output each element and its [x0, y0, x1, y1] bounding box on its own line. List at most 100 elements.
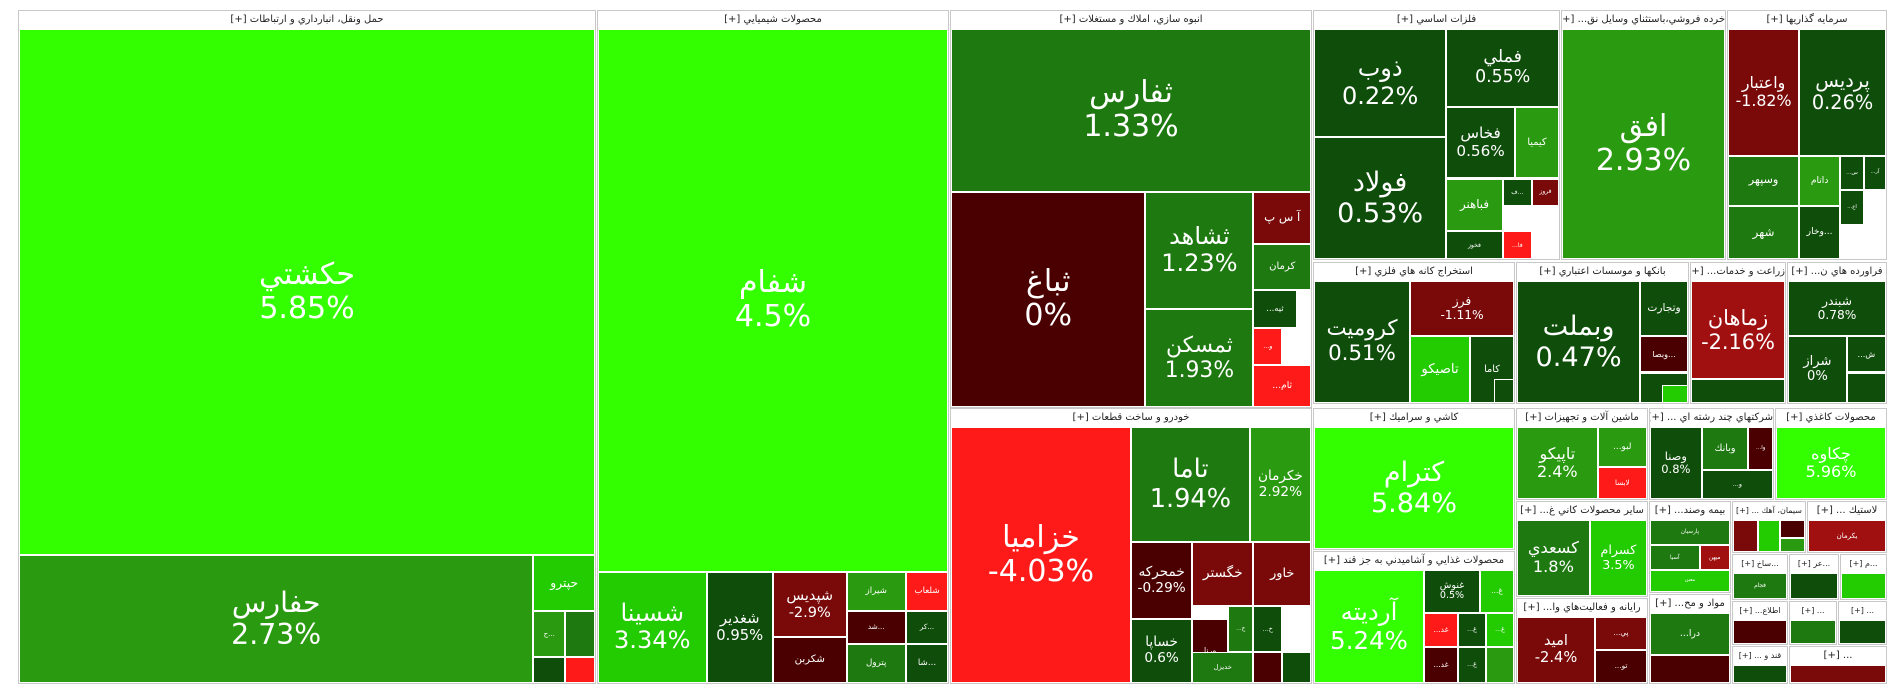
stock-tile[interactable]: [565, 656, 595, 683]
sector-header[interactable]: حمل ونقل، انبارداري و ارتباطات [+]: [19, 11, 595, 29]
sector-header[interactable]: ...م [+]: [1841, 555, 1886, 573]
stock-tile[interactable]: چكاوه 5.96%: [1776, 427, 1886, 499]
stock-tile[interactable]: [565, 611, 595, 657]
stock-tile[interactable]: وصنا 0.8%: [1650, 427, 1702, 499]
sector-header[interactable]: ...عر [+]: [1790, 555, 1838, 573]
stock-tile[interactable]: ثشاهد 1.23%: [1145, 191, 1254, 309]
stock-tile[interactable]: ...غ: [1480, 570, 1514, 613]
stock-tile[interactable]: شلعاب: [906, 571, 948, 612]
stock-tile[interactable]: پترول: [846, 643, 906, 683]
sector-header[interactable]: سيمان، آهك ... [+]: [1733, 502, 1805, 520]
sector-header[interactable]: ...ساخ [+]: [1733, 555, 1787, 573]
stock-tile[interactable]: شراز 0%: [1788, 335, 1847, 403]
sector-header[interactable]: خرده فروشي،باستثناي وسايل نق... [+]: [1562, 11, 1725, 29]
stock-tile[interactable]: ...آر: [1863, 155, 1886, 190]
stock-tile[interactable]: كسعدي 1.8%: [1517, 520, 1590, 596]
stock-tile[interactable]: غنوش 0.5%: [1424, 570, 1480, 613]
stock-tile[interactable]: وخار...: [1799, 206, 1841, 259]
stock-tile[interactable]: وتجارت: [1640, 281, 1688, 336]
stock-tile[interactable]: فخوز: [1446, 231, 1503, 259]
sector-header[interactable]: خودرو و ساخت قطعات [+]: [951, 409, 1311, 427]
stock-tile[interactable]: ...ثيه: [1253, 289, 1297, 328]
stock-tile[interactable]: كرمان: [1253, 244, 1311, 290]
stock-tile[interactable]: [1494, 378, 1514, 403]
stock-tile[interactable]: كاما: [1470, 335, 1514, 403]
sector-header[interactable]: فراورده هاي ن... [+]: [1788, 263, 1886, 281]
sector-header[interactable]: مواد و مح... [+]: [1650, 595, 1730, 613]
sector-header[interactable]: فلزات اساسي [+]: [1314, 11, 1559, 29]
stock-tile[interactable]: تاصيكو: [1410, 335, 1470, 403]
stock-tile[interactable]: افق 2.93%: [1562, 29, 1725, 259]
stock-tile[interactable]: ...لبو: [1597, 427, 1647, 467]
stock-tile[interactable]: ف...: [1502, 178, 1533, 207]
stock-tile[interactable]: ميهن: [1699, 545, 1730, 571]
sector-header[interactable]: استخراج كانه هاي فلزي [+]: [1314, 263, 1514, 281]
stock-tile[interactable]: آ س پ: [1253, 191, 1311, 245]
stock-tile[interactable]: [1790, 620, 1836, 644]
stock-tile[interactable]: ...غ: [1458, 612, 1486, 647]
stock-tile[interactable]: [1841, 573, 1886, 599]
stock-tile[interactable]: ...و: [1253, 327, 1283, 366]
stock-tile[interactable]: كترام 5.84%: [1314, 427, 1514, 549]
stock-tile[interactable]: ...وا: [1748, 427, 1773, 471]
stock-tile[interactable]: داتام: [1799, 155, 1841, 207]
stock-tile[interactable]: شد...: [846, 611, 906, 644]
sector-header[interactable]: ماشين آلات و تجهيزات [+]: [1517, 409, 1647, 427]
stock-tile[interactable]: شپديس -2.9%: [773, 571, 847, 638]
stock-tile[interactable]: حكشتي 5.85%: [19, 29, 595, 556]
sector-header[interactable]: رايانه و فعاليت‌هاي وا... [+]: [1517, 599, 1647, 617]
stock-tile[interactable]: [1758, 520, 1780, 552]
stock-tile[interactable]: فرز -1.11%: [1410, 281, 1514, 336]
stock-tile[interactable]: پارسيان: [1650, 520, 1730, 546]
stock-tile[interactable]: كروميت 0.51%: [1314, 281, 1410, 403]
sector-header[interactable]: لاستيك ... [+]: [1808, 502, 1886, 520]
sector-header[interactable]: انبوه سازي، املاك و مستغلات [+]: [951, 11, 1311, 29]
sector-header[interactable]: اطلاع... [+]: [1733, 602, 1787, 620]
stock-tile[interactable]: [1839, 620, 1886, 644]
stock-tile[interactable]: فجام: [1733, 573, 1787, 599]
sector-header[interactable]: شركتهاي چند رشته اي ... [+]: [1650, 409, 1773, 427]
stock-tile[interactable]: ...غد: [1424, 646, 1458, 683]
stock-tile[interactable]: [1790, 573, 1838, 599]
stock-tile[interactable]: ...درا: [1650, 613, 1730, 655]
stock-tile[interactable]: [1691, 378, 1785, 403]
stock-tile[interactable]: [1790, 665, 1886, 683]
stock-tile[interactable]: [1779, 520, 1805, 538]
stock-tile[interactable]: فولاد 0.53%: [1314, 137, 1447, 259]
stock-tile[interactable]: ...غ: [1458, 646, 1486, 683]
stock-tile[interactable]: ذوب 0.22%: [1314, 29, 1447, 138]
sector-header[interactable]: زراعت و خدمات... [+]: [1691, 263, 1785, 281]
sector-header[interactable]: سرمايه گذاريها [+]: [1728, 11, 1886, 29]
stock-tile[interactable]: كيميا: [1514, 107, 1559, 179]
stock-tile[interactable]: وسپهر: [1728, 155, 1800, 207]
stock-tile[interactable]: [1846, 372, 1886, 403]
stock-tile[interactable]: [533, 656, 566, 683]
stock-tile[interactable]: خزاميا -4.03%: [951, 427, 1131, 683]
stock-tile[interactable]: خگستر: [1192, 542, 1254, 607]
stock-tile[interactable]: شهر: [1728, 206, 1800, 259]
stock-tile[interactable]: [1733, 620, 1787, 644]
stock-tile[interactable]: ...خ: [1228, 606, 1254, 653]
stock-tile[interactable]: ...فا: [1502, 231, 1533, 259]
sector-header[interactable]: ... [+]: [1839, 602, 1886, 620]
stock-tile[interactable]: لابسا: [1597, 466, 1647, 499]
stock-tile[interactable]: واعتبار -1.82%: [1728, 29, 1800, 156]
stock-tile[interactable]: [1733, 665, 1787, 683]
stock-tile[interactable]: فروز: [1532, 178, 1559, 207]
stock-tile[interactable]: خساپا 0.6%: [1131, 619, 1193, 683]
stock-tile[interactable]: ...ش: [1846, 335, 1886, 373]
stock-tile[interactable]: [1733, 520, 1759, 552]
stock-tile[interactable]: ...پي: [1595, 617, 1647, 650]
stock-tile[interactable]: تاپيكو 2.4%: [1517, 427, 1598, 499]
sector-header[interactable]: محصولات شيميايي [+]: [598, 11, 948, 29]
stock-tile[interactable]: شكربن: [773, 637, 847, 683]
stock-tile[interactable]: ثفارس 1.33%: [951, 29, 1311, 192]
stock-tile[interactable]: وبصا...: [1640, 335, 1688, 373]
sector-header[interactable]: بانكها و موسسات اعتباري [+]: [1517, 263, 1688, 281]
stock-tile[interactable]: خكرمان 2.92%: [1249, 427, 1311, 543]
stock-tile[interactable]: ...غد: [1424, 612, 1458, 647]
stock-tile[interactable]: وبانك: [1701, 427, 1749, 471]
stock-tile[interactable]: تاما 1.94%: [1131, 427, 1250, 543]
stock-tile[interactable]: ثباغ 0%: [951, 191, 1146, 407]
stock-tile[interactable]: ...تو: [1595, 650, 1647, 683]
